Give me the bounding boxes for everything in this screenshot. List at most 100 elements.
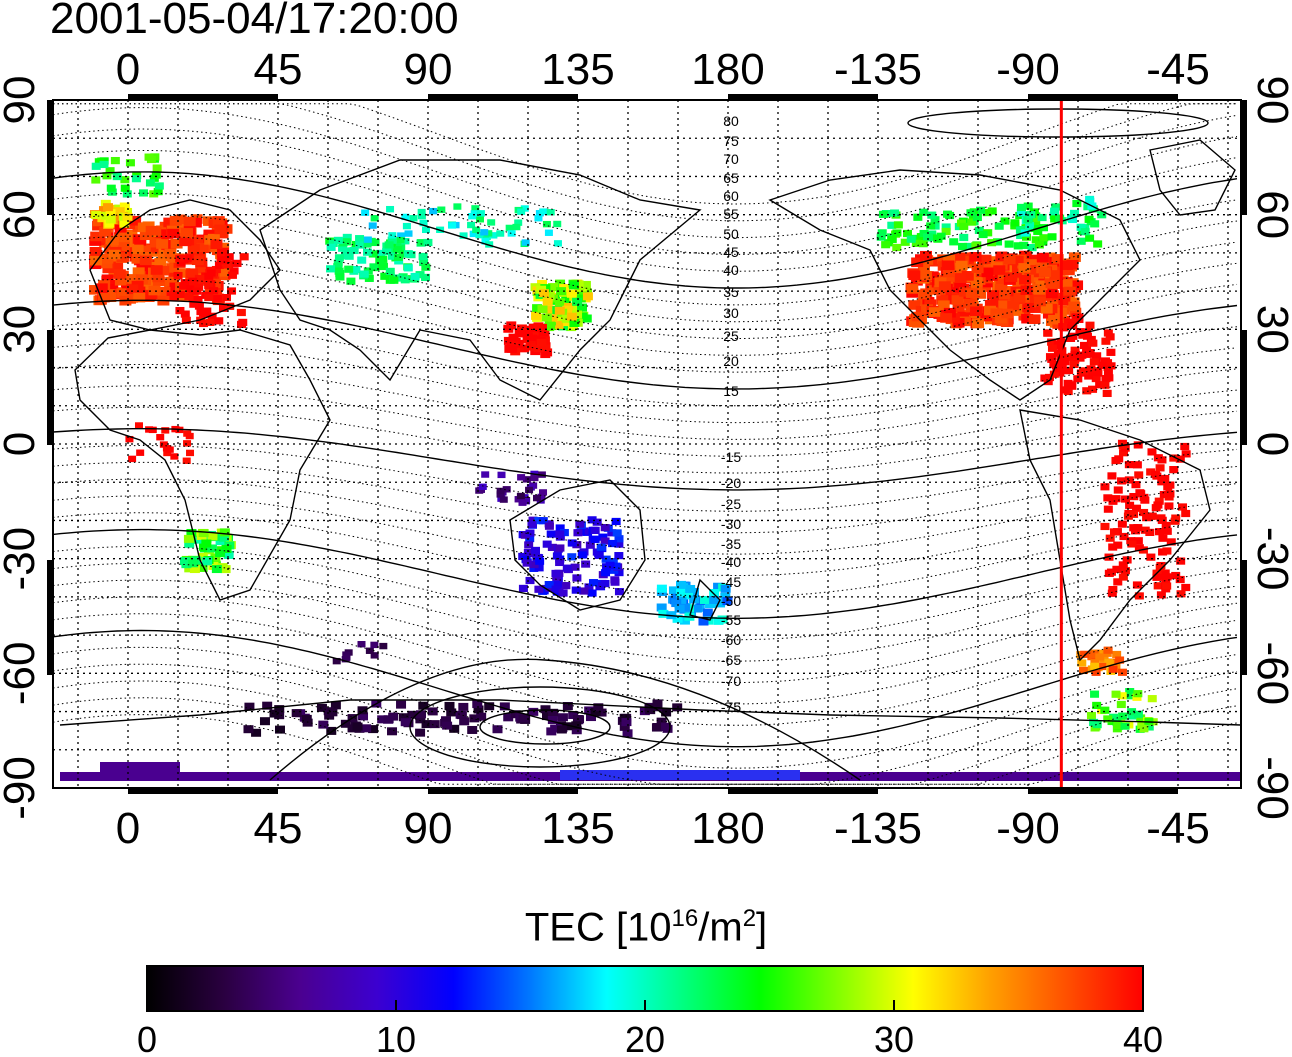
tec-cell bbox=[333, 236, 343, 245]
tec-cell bbox=[1133, 690, 1143, 698]
tec-cell bbox=[507, 230, 516, 237]
tec-cell bbox=[1132, 504, 1142, 512]
tec-cell bbox=[1147, 695, 1157, 703]
tec-cell bbox=[908, 317, 921, 328]
tec-cell bbox=[152, 272, 165, 283]
tec-cell bbox=[974, 226, 984, 234]
tec-cell bbox=[951, 295, 964, 305]
lat-tick-right: 30 bbox=[1248, 305, 1292, 354]
tec-cell bbox=[383, 715, 394, 724]
tec-cell bbox=[193, 295, 203, 304]
tec-cell bbox=[404, 230, 413, 237]
tec-cell bbox=[600, 580, 610, 588]
tec-cell bbox=[1103, 494, 1113, 502]
tec-cell bbox=[514, 496, 523, 503]
tec-cell bbox=[614, 552, 624, 560]
tec-cell bbox=[929, 256, 942, 267]
tec-cell bbox=[612, 529, 622, 537]
tec-cell bbox=[239, 253, 249, 261]
tec-cell bbox=[377, 715, 388, 724]
tec-cell bbox=[1031, 219, 1041, 227]
contour-label: 50 bbox=[723, 226, 739, 242]
tec-cell bbox=[396, 700, 407, 709]
lon-tick-top: -135 bbox=[834, 45, 922, 94]
tec-cell bbox=[365, 647, 374, 654]
tec-cell bbox=[567, 553, 577, 561]
tec-cell bbox=[1039, 224, 1049, 232]
tec-cell bbox=[551, 569, 561, 578]
colorbar-tick-label: 0 bbox=[137, 1019, 157, 1057]
tec-cell bbox=[387, 236, 397, 244]
tec-cell bbox=[117, 232, 130, 243]
tec-cell bbox=[133, 292, 146, 303]
tec-cell bbox=[1171, 514, 1181, 522]
tec-cell bbox=[349, 246, 359, 255]
tec-cell bbox=[104, 292, 117, 303]
tec-band bbox=[100, 762, 180, 772]
tec-cell bbox=[555, 524, 565, 532]
lon-tick-bottom: -135 bbox=[834, 804, 922, 853]
tec-cell bbox=[370, 641, 379, 649]
tec-cell bbox=[952, 302, 965, 313]
tec-cell bbox=[959, 233, 969, 242]
tec-cell bbox=[995, 278, 1008, 289]
tec-cell bbox=[1076, 237, 1086, 245]
tec-cell bbox=[1016, 209, 1026, 217]
contour-line bbox=[53, 596, 1238, 705]
tec-cell bbox=[592, 518, 602, 526]
tec-cell bbox=[594, 551, 604, 559]
tec-cell bbox=[318, 720, 329, 729]
tec-cell bbox=[574, 715, 585, 724]
tec-cell bbox=[1023, 216, 1033, 224]
contour-label: -15 bbox=[721, 449, 741, 465]
tec-cell bbox=[608, 539, 618, 548]
tec-cell bbox=[1111, 690, 1121, 698]
tec-cell bbox=[134, 422, 143, 429]
tec-cell bbox=[533, 322, 544, 331]
tec-cell bbox=[548, 708, 559, 717]
tec-cell bbox=[1070, 209, 1080, 218]
tec-cell bbox=[668, 586, 679, 595]
tec-cell bbox=[584, 583, 594, 591]
tec-cell bbox=[997, 271, 1010, 281]
tec-cell bbox=[621, 718, 632, 727]
tec-cell bbox=[584, 706, 595, 715]
tec-cell bbox=[1159, 490, 1169, 499]
tec-cell bbox=[1176, 590, 1186, 598]
tec-cell bbox=[221, 544, 232, 553]
tec-cell bbox=[192, 287, 202, 295]
tec-cell bbox=[566, 312, 577, 321]
axis-tick-labels: 0045459090135135180180-135-135-90-90-45-… bbox=[0, 45, 1292, 853]
tec-cell bbox=[1093, 240, 1103, 248]
tec-cell bbox=[1103, 369, 1113, 377]
frame-band bbox=[428, 788, 578, 794]
contour-line bbox=[53, 299, 1238, 390]
tec-cell bbox=[217, 563, 228, 572]
tec-cell bbox=[517, 208, 526, 215]
contour-line bbox=[53, 629, 1238, 748]
tec-band bbox=[560, 770, 800, 780]
tec-cell bbox=[1082, 387, 1092, 395]
tec-cell bbox=[158, 286, 171, 297]
tec-cell bbox=[522, 332, 533, 341]
tec-cell bbox=[368, 222, 377, 229]
tec-cell bbox=[156, 434, 165, 441]
tec-cell bbox=[523, 548, 533, 557]
tec-cell bbox=[1085, 234, 1095, 242]
lat-tick-left: -30 bbox=[0, 527, 44, 591]
tec-cell bbox=[1103, 329, 1113, 337]
tec-cell bbox=[274, 725, 285, 734]
tec-cell bbox=[546, 209, 555, 216]
contour-label: -35 bbox=[721, 536, 741, 552]
tec-cell bbox=[976, 206, 986, 214]
frame-band bbox=[47, 560, 53, 675]
tec-cell bbox=[1021, 233, 1031, 241]
lon-tick-top: 45 bbox=[254, 45, 303, 94]
contour-label: 80 bbox=[723, 113, 739, 129]
tec-cell bbox=[183, 534, 194, 543]
lat-tick-left: 60 bbox=[0, 190, 44, 239]
tec-cell bbox=[571, 586, 581, 594]
tec-cell bbox=[415, 271, 425, 279]
tec-cell bbox=[579, 587, 589, 595]
tec-cell bbox=[363, 236, 372, 243]
